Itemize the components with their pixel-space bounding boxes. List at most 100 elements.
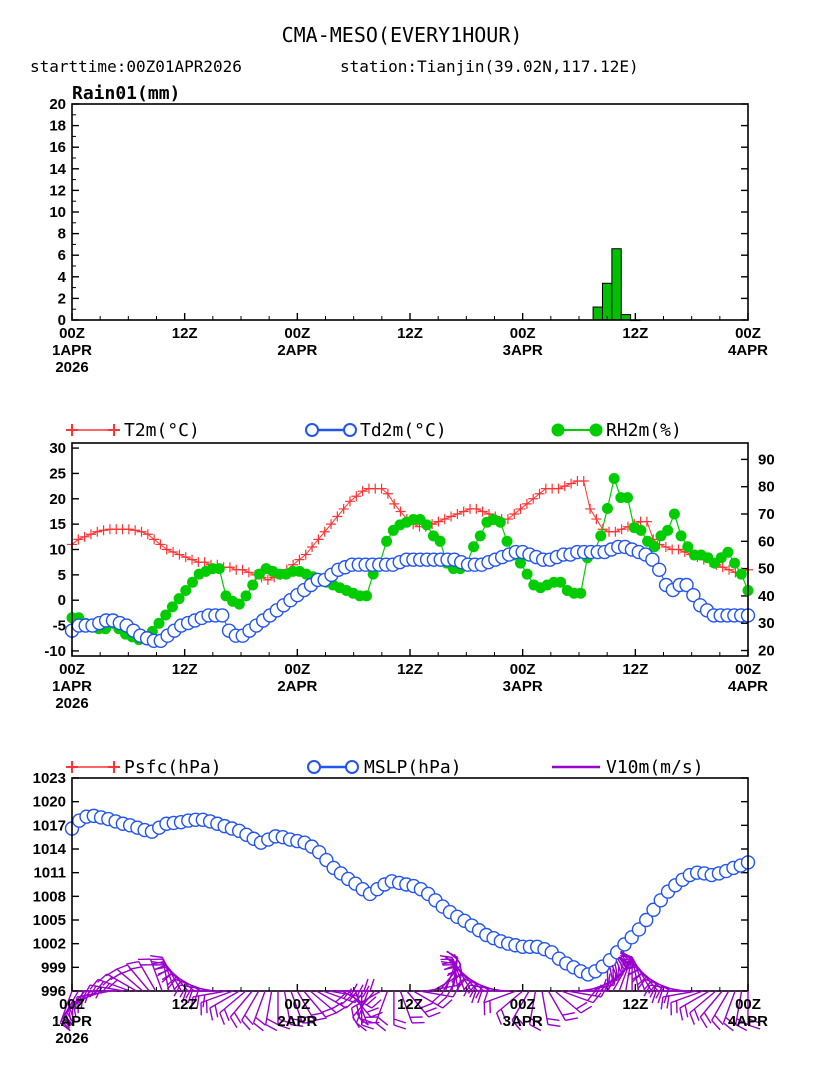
wind-barb xyxy=(229,990,253,1029)
t2m-point xyxy=(79,531,90,542)
thermo-left-tick-label: 10 xyxy=(49,542,66,559)
rain-xtick-label: 00Z xyxy=(510,325,536,342)
wind-barb xyxy=(495,990,524,1025)
rain-ytick-label: 4 xyxy=(58,269,67,286)
t2m-point xyxy=(660,541,671,552)
pressure-xtick-label: 00Z xyxy=(510,996,536,1013)
mslp-point xyxy=(631,922,647,937)
pressure-xtick-label: 00Z xyxy=(59,996,85,1013)
t2m-point xyxy=(559,481,570,492)
rain-xtick-label: 00Z xyxy=(735,325,761,342)
wind-barb xyxy=(126,960,157,992)
rh2m-point xyxy=(494,516,506,528)
wind-barb xyxy=(660,990,697,1010)
rain-bar xyxy=(611,248,622,321)
thermo-xtick-label: 1APR xyxy=(52,678,92,695)
pressure-xtick-label: 3APR xyxy=(503,1013,543,1030)
legend-psfc-marker xyxy=(108,761,120,773)
t2m-point xyxy=(136,526,147,537)
thermo-right-tick-label: 20 xyxy=(758,643,775,660)
rain-ytick-label: 18 xyxy=(49,118,66,135)
t2m-point xyxy=(149,534,160,545)
t2m-point xyxy=(142,529,153,540)
legend-psfc-marker xyxy=(66,761,78,773)
pressure-xtick-label: 12Z xyxy=(397,996,423,1013)
legend-rh2m-label: RH2m(%) xyxy=(606,420,682,441)
pressure-xtick-label: 2026 xyxy=(55,1030,88,1047)
rh2m-point xyxy=(521,568,533,580)
td2m-point xyxy=(652,562,667,577)
rain-ytick-label: 0 xyxy=(58,312,66,329)
td2m-point xyxy=(645,552,660,567)
thermo-xtick-label: 12Z xyxy=(397,661,423,678)
wind-barb xyxy=(290,990,316,1024)
thermo-left-tick-label: 15 xyxy=(49,516,66,533)
legend-rh2m xyxy=(551,423,603,437)
wind-barb xyxy=(670,990,704,1016)
thermo-xtick-label: 00Z xyxy=(510,661,536,678)
thermo-left-tick-label: 20 xyxy=(49,491,66,508)
t2m-point xyxy=(389,498,400,509)
legend-mslp-marker xyxy=(345,760,359,774)
wind-barb xyxy=(651,990,691,1004)
thermo-panel: T2m(°C) Td2m(°C) RH2m(%) -10 -5 0 5 10 15 20 25… xyxy=(44,420,774,712)
t2m-point xyxy=(382,488,393,499)
rain-xtick-label: 12Z xyxy=(172,325,198,342)
rh2m-point xyxy=(575,587,587,599)
pressure-ytick-label: 996 xyxy=(41,983,66,1000)
t2m-point xyxy=(300,549,311,560)
thermo-left-tick-label: -10 xyxy=(44,643,66,660)
thermo-xtick-label: 2APR xyxy=(277,678,317,695)
wind-barb xyxy=(252,990,266,1032)
t2m-point xyxy=(351,491,362,502)
t2m-point xyxy=(313,534,324,545)
thermo-right-tick-label: 90 xyxy=(758,451,775,468)
t2m-point xyxy=(376,483,387,494)
t2m-point xyxy=(578,476,589,487)
rh2m-point xyxy=(173,593,185,605)
rh2m-point xyxy=(675,530,687,542)
rain-bars xyxy=(592,248,641,322)
pressure-series xyxy=(64,808,756,982)
legend-psfc xyxy=(66,761,120,773)
pressure-xtick-label: 1APR xyxy=(52,1013,92,1030)
legend-td2m-marker xyxy=(343,423,357,437)
rh2m-point xyxy=(421,519,433,531)
wind-barb xyxy=(643,984,684,999)
mslp-line xyxy=(71,815,749,975)
rh2m-point xyxy=(360,590,372,602)
rain-ytick-label: 20 xyxy=(49,96,66,113)
t2m-point xyxy=(123,524,134,535)
thermo-xtick-label: 12Z xyxy=(622,661,648,678)
wind-barb xyxy=(316,990,357,1009)
rh2m-point xyxy=(608,473,620,484)
t2m-point xyxy=(168,547,179,558)
rh2m-point xyxy=(160,609,172,621)
thermo-series xyxy=(64,473,756,648)
wind-barb xyxy=(393,991,407,1030)
thermo-left-tick-label: 0 xyxy=(58,592,66,609)
rh2m-point xyxy=(722,546,734,558)
t2m-point xyxy=(509,509,520,519)
pressure-xtick-label: 4APR xyxy=(728,1013,768,1030)
thermo-xtick-label: 12Z xyxy=(172,661,198,678)
wind-barb xyxy=(265,990,279,1032)
wind-barb xyxy=(463,984,504,999)
t2m-point xyxy=(357,486,368,497)
rain-xtick-label: 00Z xyxy=(284,325,310,342)
wind-barb xyxy=(689,990,717,1025)
pressure-ytick-label: 999 xyxy=(41,959,66,976)
rh2m-point xyxy=(622,492,634,504)
t2m-point xyxy=(534,488,545,499)
rain-ytick-label: 10 xyxy=(49,204,66,221)
t2m-point xyxy=(717,562,728,573)
wind-barb xyxy=(322,988,364,1004)
t2m-point xyxy=(98,525,109,536)
wind-barb xyxy=(483,990,517,1016)
mslp-point xyxy=(646,902,661,917)
t2m-point xyxy=(332,511,343,522)
t2m-point xyxy=(553,483,564,494)
wind-barb xyxy=(89,978,131,994)
legend-t2m-marker xyxy=(66,424,78,436)
